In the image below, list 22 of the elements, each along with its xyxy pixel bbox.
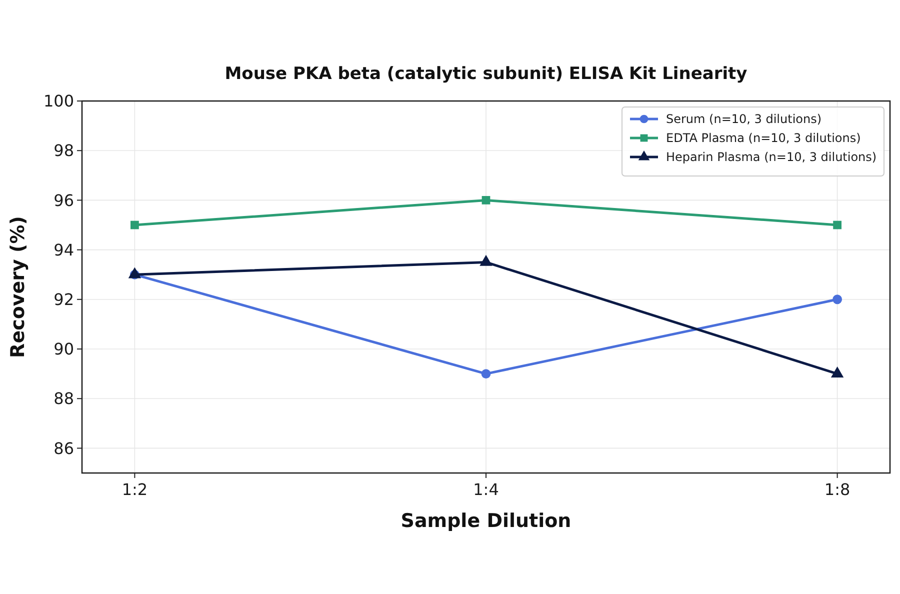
y-tick-label: 100 — [43, 92, 74, 111]
point — [482, 196, 490, 204]
point — [833, 220, 842, 230]
y-tick-label: 88 — [54, 389, 74, 408]
legend-label: EDTA Plasma (n=10, 3 dilutions) — [666, 131, 861, 146]
legend-label: Heparin Plasma (n=10, 3 dilutions) — [666, 150, 877, 164]
point — [481, 369, 491, 379]
y-tick-label: 94 — [54, 240, 74, 260]
chart-title: Mouse PKA beta (catalytic subunit) ELISA Kit Linearity — [224, 64, 748, 84]
point — [130, 220, 139, 230]
x-tick-label: 1:8 — [824, 480, 850, 499]
y-tick-label: 92 — [54, 290, 74, 309]
y-tick-label: 90 — [54, 340, 74, 359]
x-tick-label: 1:2 — [122, 480, 148, 499]
y-axis-title: Recovery (%) — [7, 216, 29, 358]
y-tick-label: 96 — [54, 190, 74, 210]
y-tick-label: 86 — [54, 438, 74, 458]
y-tick-label: 98 — [54, 141, 74, 160]
x-tick-label: 1:4 — [473, 480, 499, 499]
x-axis-title: Sample Dilution — [400, 510, 572, 532]
legend-label: Serum (n=10, 3 dilutions) — [666, 112, 822, 126]
point — [832, 294, 842, 304]
